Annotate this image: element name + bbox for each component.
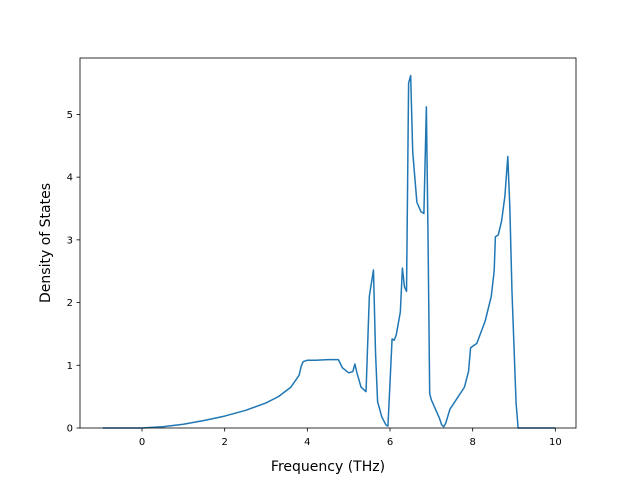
x-ticks: 0 2 4 6 8 10 [139, 428, 562, 448]
x-tick-label: 6 [387, 437, 393, 448]
x-tick-label: 10 [549, 437, 562, 448]
plot-frame [79, 57, 577, 429]
y-tick-label: 2 [67, 298, 73, 309]
x-tick-label: 8 [469, 437, 475, 448]
y-tick-label: 1 [67, 361, 73, 372]
x-axis-label: Frequency (THz) [271, 459, 385, 475]
y-axis-label: Density of States [38, 183, 54, 303]
x-tick-label: 0 [139, 437, 145, 448]
y-tick-label: 5 [67, 110, 73, 121]
plot-area [80, 58, 576, 428]
y-tick-label: 0 [67, 424, 73, 435]
y-tick-label: 3 [67, 235, 73, 246]
y-ticks: 0 1 2 3 4 5 [67, 110, 80, 435]
y-tick-label: 4 [67, 173, 73, 184]
x-tick-label: 4 [304, 437, 310, 448]
x-tick-label: 2 [221, 437, 227, 448]
dos-series-line [102, 74, 556, 429]
